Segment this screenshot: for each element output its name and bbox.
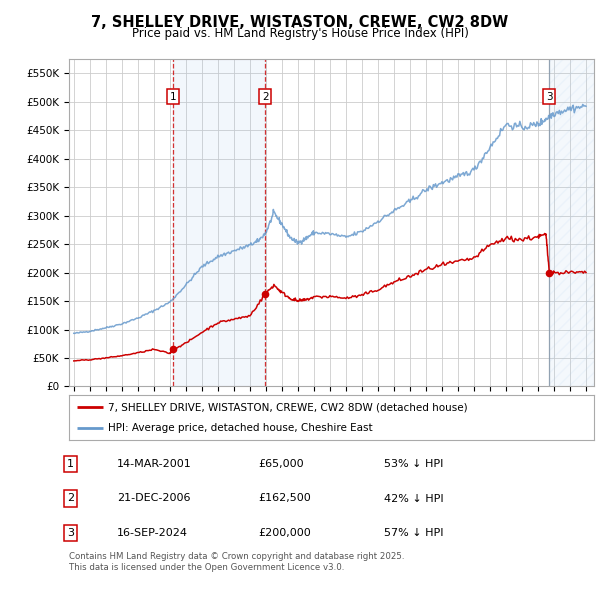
Text: 2: 2 (67, 493, 74, 503)
Text: 2: 2 (262, 91, 269, 101)
Text: HPI: Average price, detached house, Cheshire East: HPI: Average price, detached house, Ches… (109, 422, 373, 432)
Text: 16-SEP-2024: 16-SEP-2024 (117, 527, 188, 537)
Text: £162,500: £162,500 (258, 493, 311, 503)
Text: £200,000: £200,000 (258, 527, 311, 537)
Text: 57% ↓ HPI: 57% ↓ HPI (384, 527, 443, 537)
Bar (173, 59, 265, 386)
Text: Price paid vs. HM Land Registry's House Price Index (HPI): Price paid vs. HM Land Registry's House … (131, 27, 469, 40)
Text: 3: 3 (67, 527, 74, 537)
Bar (550, 59, 594, 386)
Text: 1: 1 (67, 459, 74, 469)
Text: £65,000: £65,000 (258, 459, 304, 469)
Text: 21-DEC-2006: 21-DEC-2006 (117, 493, 191, 503)
Text: Contains HM Land Registry data © Crown copyright and database right 2025.
This d: Contains HM Land Registry data © Crown c… (69, 552, 404, 572)
Text: 1: 1 (170, 91, 176, 101)
Text: 7, SHELLEY DRIVE, WISTASTON, CREWE, CW2 8DW (detached house): 7, SHELLEY DRIVE, WISTASTON, CREWE, CW2 … (109, 402, 468, 412)
Text: 7, SHELLEY DRIVE, WISTASTON, CREWE, CW2 8DW: 7, SHELLEY DRIVE, WISTASTON, CREWE, CW2 … (91, 15, 509, 30)
Text: 14-MAR-2001: 14-MAR-2001 (117, 459, 192, 469)
Text: 42% ↓ HPI: 42% ↓ HPI (384, 493, 443, 503)
Text: 53% ↓ HPI: 53% ↓ HPI (384, 459, 443, 469)
Text: 3: 3 (546, 91, 553, 101)
